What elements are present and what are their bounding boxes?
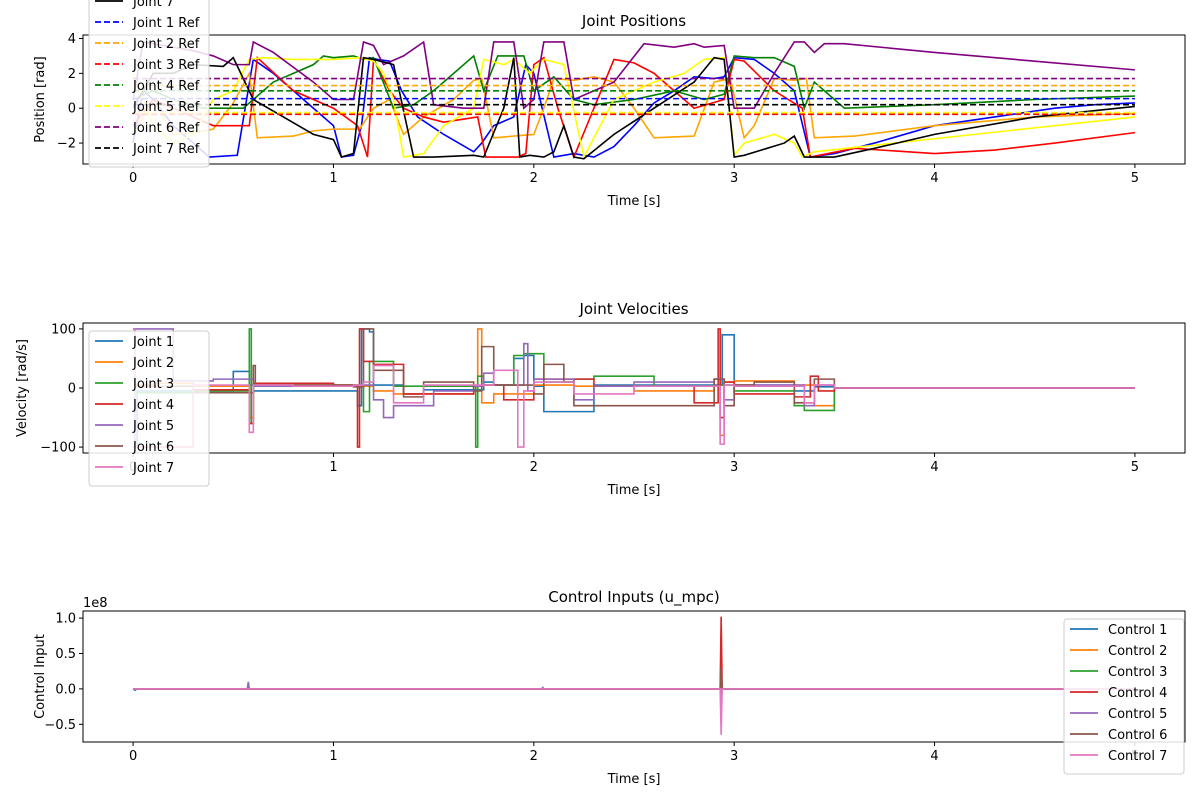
x-tick-label: 1 [329,460,337,475]
y-axis-label: Position [rad] [33,56,48,142]
y-tick-label: 0 [68,102,76,117]
x-tick-label: 3 [730,171,738,186]
x-tick-label: 5 [1131,460,1139,475]
series-group [133,328,1135,448]
series-line-7 [133,328,1135,448]
y-tick-label: 0.5 [55,647,76,662]
legend-box [88,330,210,487]
legend-label: Joint 3 Ref [132,58,200,73]
series-line-4 [132,54,1135,111]
legend-label: Control 1 [1108,623,1167,638]
x-tick-label: 2 [530,171,538,186]
legend-label: Control 3 [1108,665,1167,680]
legend-label: Control 2 [1108,644,1167,659]
x-axis-label: Time [s] [607,194,661,209]
series-line-4 [133,616,1135,690]
legend-label: Control 7 [1108,749,1167,764]
legend-label: Joint 5 [132,419,174,434]
series-line-3 [133,688,1135,700]
x-tick-label: 4 [930,749,938,764]
y-axis-label: Control Input [33,634,48,719]
series-line-7 [133,688,1135,735]
chart-0: Joint Positions 0 1 2 3 4 5 −2 0 2 4 Time [s] Positi… [33,12,1186,209]
series-line-6 [132,40,1135,110]
x-axis-label: Time [s] [607,483,661,498]
chart-title: Joint Velocities [578,300,688,318]
x-axis-label: Time [s] [607,772,661,787]
y-tick-label: −100 [40,441,76,456]
legend-label: Joint 1 [132,335,174,350]
legend-joint-positions: Joint 7 Joint 1 Ref Joint 2 Ref Joint 3 Ref… [88,0,210,168]
legend-label: Joint 5 Ref [132,100,200,115]
series-line-5 [133,681,1135,690]
series-line-2 [133,671,1135,690]
legend-label: Joint 2 Ref [132,37,200,52]
series-line-6 [133,667,1135,690]
x-tick-label: 2 [530,460,538,475]
y-tick-label: 4 [68,32,76,47]
legend-label: Joint 7 [132,0,174,10]
legend-label: Control 4 [1108,686,1167,701]
y-tick-label: 1.0 [55,612,76,627]
series-line-5 [132,56,1135,160]
legend-label: Joint 4 Ref [132,79,200,94]
y-tick-label: 0 [68,382,76,397]
x-tick-label: 3 [730,460,738,475]
legend-label: Control 5 [1108,707,1167,722]
x-tick-label: 4 [930,460,938,475]
x-tick-label: 4 [930,171,938,186]
x-tick-label: 5 [1131,171,1139,186]
y-tick-label: 0.0 [55,682,76,697]
series-group [132,616,1135,735]
chart-title: Control Inputs (u_mpc) [548,588,720,607]
legend-box [88,0,210,168]
chart-title: Joint Positions [581,12,686,30]
y-tick-label: 2 [68,67,76,82]
legend-label: Joint 6 [132,440,174,455]
legend-label: Joint 7 Ref [132,142,200,157]
plot-frame [82,610,1186,743]
x-tick-label: 0 [129,749,137,764]
y-tick-label: 100 [51,322,76,337]
plot-frame [82,34,1186,165]
series-line-7 [132,56,1135,160]
x-tick-label: 1 [329,749,337,764]
legend-label: Joint 7 [132,461,174,476]
series-line-6 [133,328,1135,448]
legend-label: Joint 4 [132,398,174,413]
x-tick-label: 3 [730,749,738,764]
legend-control-inputs: Control 1 Control 2 Control 3 Control 4 Cont… [1063,618,1185,775]
legend-label: Joint 1 Ref [132,16,200,31]
legend-label: Joint 3 [132,377,174,392]
legend-label: Joint 2 [132,356,174,371]
legend-box [1063,618,1185,775]
legend-label: Control 6 [1108,728,1167,743]
legend-joint-velocities: Joint 1 Joint 2 Joint 3 Joint 4 Joint 5 Joint… [88,330,210,487]
x-tick-label: 1 [329,171,337,186]
x-tick-label: 0 [129,171,137,186]
y-tick-label: −2 [57,137,76,152]
x-tick-label: 2 [530,749,538,764]
chart-2: Control Inputs (u_mpc)012345−0.50.00.51.… [33,588,1186,787]
legend-label: Joint 6 Ref [132,121,200,136]
axis-offset-label: 1e8 [83,596,108,611]
y-tick-label: −0.5 [44,718,76,733]
y-axis-label: Velocity [rad/s] [15,339,30,437]
series-group [132,40,1136,160]
